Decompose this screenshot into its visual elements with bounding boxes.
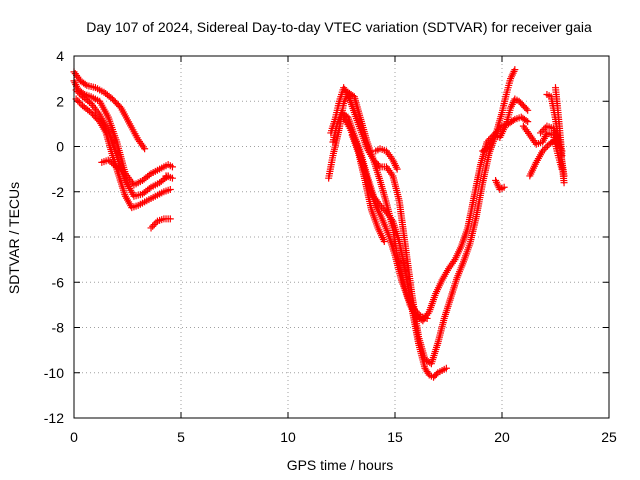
series-track-5 [98,156,127,175]
data-point [75,98,83,106]
data-point [509,116,517,124]
y-axis-label: SDTVAR / TECUs [6,182,22,294]
data-point [492,129,500,137]
data-point [410,305,418,313]
y-tick-label: -6 [52,274,65,290]
data-point [149,222,157,230]
series-track-10 [329,109,450,381]
data-point [370,156,378,164]
y-tick-label: -10 [44,365,64,381]
data-point [77,91,85,99]
data-point [380,238,388,246]
series-track-15 [492,176,508,193]
data-point [511,66,519,74]
data-point [538,127,546,135]
data-point [541,124,549,132]
series-track-12 [348,131,388,246]
data-point [381,206,389,214]
data-point [74,97,82,105]
y-tick-label: 4 [56,48,64,64]
data-point [150,221,158,229]
data-point [496,124,504,132]
data-point [432,370,440,378]
data-point [74,88,82,96]
data-point [166,215,174,223]
series-track-14 [479,113,532,155]
data-point [423,314,431,322]
data-point [118,166,126,174]
x-tick-label: 5 [177,429,185,445]
data-point [81,80,89,88]
plot-frame [73,55,610,419]
data-point [493,127,501,135]
series-track-8 [325,88,532,325]
data-point [537,129,545,137]
series-track-6 [147,215,174,232]
data-point [168,163,176,171]
y-tick-label: -12 [44,410,64,426]
data-point [524,106,532,114]
data-point [522,105,530,113]
y-tick-label: -2 [52,184,65,200]
series-track-1 [70,68,149,153]
data-points [70,66,568,381]
x-axis-label: GPS time / hours [287,457,394,473]
data-point [371,158,379,166]
data-point [542,144,550,152]
data-point [393,165,401,173]
y-tick-label: 0 [56,139,64,155]
data-point [558,152,566,160]
data-point [539,147,547,155]
data-point [147,224,155,232]
data-point [75,89,83,97]
data-point [85,98,93,106]
data-point [77,100,85,108]
data-point [415,310,423,318]
data-point [500,183,508,191]
data-point [373,159,381,167]
data-point [168,174,176,182]
data-point [152,219,160,227]
data-point [413,309,421,317]
data-point [141,145,149,153]
data-point [495,126,503,134]
series-track-13 [372,145,401,173]
data-point [522,116,530,124]
data-point [343,89,351,97]
series-track-20 [552,84,566,160]
y-tick-label: -8 [52,320,65,336]
ticks: 0 5 10 15 20 25 -12 -10 -8 -6 -4 -2 0 2 4 [44,48,617,445]
data-point [145,185,153,193]
y-tick-label: 2 [56,93,64,109]
x-tick-label: 25 [601,429,617,445]
data-point [412,307,420,315]
x-tick-label: 10 [280,429,296,445]
data-point [145,171,153,179]
x-tick-label: 15 [387,429,403,445]
x-tick-label: 0 [70,429,78,445]
chart-title: Day 107 of 2024, Sidereal Day-to-day VTE… [86,19,592,35]
data-point [166,185,174,193]
series-track-16 [519,122,566,173]
data-point [119,167,127,175]
data-point [374,161,382,169]
series-track-7 [162,172,176,182]
data-point [540,145,548,153]
x-tick-label: 20 [494,429,510,445]
data-point [560,179,568,187]
data-point [540,126,548,134]
data-point [524,118,532,126]
y-tick-label: -4 [52,229,65,245]
data-point [442,364,450,372]
